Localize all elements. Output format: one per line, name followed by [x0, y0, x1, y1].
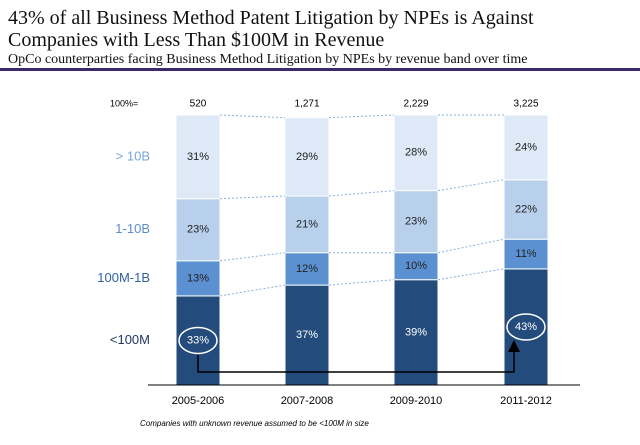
chart-subtitle: OpCo counterparties facing Business Meth…: [8, 52, 527, 67]
bar-segment: [503, 114, 549, 181]
data-label: 23%: [187, 224, 209, 236]
data-label: 37%: [296, 329, 318, 341]
data-label: 12%: [296, 263, 318, 275]
data-label: 24%: [515, 141, 537, 153]
data-label: 23%: [405, 216, 427, 228]
series-label: > 10B: [116, 148, 150, 163]
data-label: 10%: [405, 260, 427, 272]
connector: [437, 268, 505, 281]
connector: [219, 284, 286, 297]
total-label: 1,271: [294, 99, 319, 110]
data-label: 39%: [405, 326, 427, 338]
bar-segment: [284, 195, 330, 254]
chart-title: 43% of all Business Method Patent Litiga…: [8, 7, 534, 29]
series-label: 100M-1B: [97, 270, 150, 285]
footnote: Companies with unknown revenue assumed t…: [140, 419, 369, 428]
chart-title: Companies with Less Than $100M in Revenu…: [8, 29, 384, 51]
bar-segment: [503, 179, 549, 240]
series-label: <100M: [110, 332, 150, 347]
bar-segment: [175, 198, 221, 262]
x-tick-label: 2011-2012: [500, 395, 552, 407]
arrow: [197, 340, 520, 373]
bar-segment: [393, 114, 439, 192]
connector: [437, 238, 505, 254]
data-label: 31%: [187, 151, 209, 163]
annotation: [197, 340, 520, 373]
bar-segment: [284, 252, 330, 286]
connector: [328, 190, 395, 197]
connector: [219, 114, 286, 119]
total-label: 520: [190, 99, 207, 110]
connector: [328, 279, 395, 286]
header-rule: [0, 68, 640, 71]
bar-segment: [393, 190, 439, 254]
bar-segment: [503, 268, 549, 386]
bar-segment: [284, 117, 330, 197]
x-tick-label: 2009-2010: [390, 395, 443, 407]
data-label: 29%: [296, 151, 318, 163]
data-label: 28%: [405, 147, 427, 159]
x-tick-label: 2007-2008: [281, 395, 334, 407]
data-label: 13%: [187, 272, 209, 284]
data-label: 33%: [187, 334, 209, 346]
data-label: 22%: [515, 203, 537, 215]
bar-segment: [175, 260, 221, 297]
bar-segment: [175, 114, 221, 200]
data-label: 43%: [515, 321, 537, 333]
highlight-circle: [506, 313, 546, 341]
connector: [328, 114, 395, 119]
highlight-circle: [178, 326, 218, 355]
series-label: 1-10B: [115, 221, 150, 236]
total-label: 3,225: [513, 99, 538, 110]
connector: [219, 195, 286, 200]
connector: [219, 252, 286, 262]
bar-segment: [393, 252, 439, 281]
bar-segment: [284, 284, 330, 386]
bar-segment: [503, 238, 549, 270]
data-label: 11%: [515, 248, 536, 260]
total-label: 2,229: [403, 99, 428, 110]
connector: [437, 179, 505, 192]
totals-label: 100%=: [110, 98, 138, 108]
x-tick-label: 2005-2006: [172, 395, 225, 407]
data-label: 21%: [296, 218, 318, 230]
